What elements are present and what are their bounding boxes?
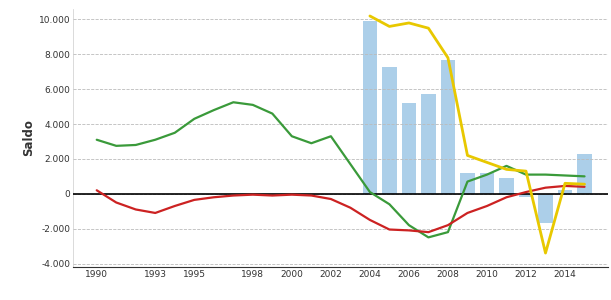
Bar xyxy=(538,194,553,224)
Y-axis label: Saldo: Saldo xyxy=(22,120,35,156)
Bar xyxy=(519,194,533,197)
Bar xyxy=(401,103,416,194)
Bar xyxy=(421,94,436,194)
Bar xyxy=(558,190,573,194)
Bar xyxy=(480,173,494,194)
Bar xyxy=(460,173,475,194)
Bar xyxy=(382,67,397,194)
Bar xyxy=(577,154,592,194)
Bar xyxy=(441,60,455,194)
Bar xyxy=(362,21,377,194)
Bar xyxy=(499,178,514,194)
